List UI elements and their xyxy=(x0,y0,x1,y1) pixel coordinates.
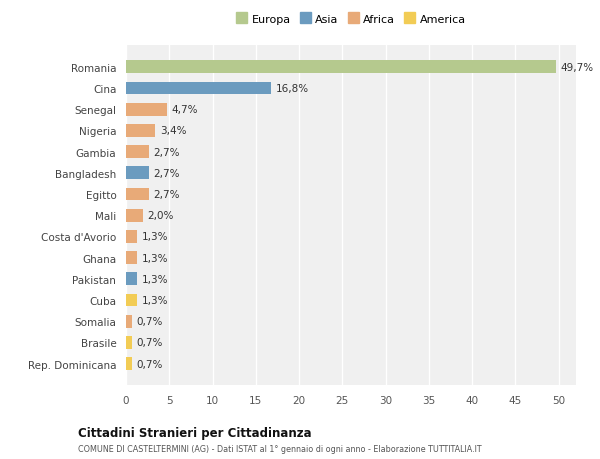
Text: 3,4%: 3,4% xyxy=(160,126,186,136)
Text: 2,7%: 2,7% xyxy=(154,147,180,157)
Bar xyxy=(126,104,167,116)
Bar xyxy=(126,62,556,74)
Bar xyxy=(126,125,155,138)
Text: 2,7%: 2,7% xyxy=(154,190,180,200)
Text: 4,7%: 4,7% xyxy=(171,105,197,115)
Text: 2,0%: 2,0% xyxy=(148,211,174,221)
Bar xyxy=(126,188,149,201)
Text: 1,3%: 1,3% xyxy=(142,274,168,284)
Bar xyxy=(126,273,137,285)
Bar xyxy=(126,294,137,307)
Text: 1,3%: 1,3% xyxy=(142,253,168,263)
Text: 0,7%: 0,7% xyxy=(136,359,163,369)
Text: 1,3%: 1,3% xyxy=(142,232,168,242)
Bar xyxy=(126,336,132,349)
Bar xyxy=(126,146,149,159)
Legend: Europa, Asia, Africa, America: Europa, Asia, Africa, America xyxy=(233,11,469,28)
Bar xyxy=(126,358,132,370)
Text: 0,7%: 0,7% xyxy=(136,317,163,326)
Bar xyxy=(126,252,137,264)
Bar xyxy=(126,83,271,95)
Text: 1,3%: 1,3% xyxy=(142,295,168,305)
Text: 0,7%: 0,7% xyxy=(136,338,163,347)
Text: 49,7%: 49,7% xyxy=(560,63,593,73)
Text: 16,8%: 16,8% xyxy=(276,84,309,94)
Text: 2,7%: 2,7% xyxy=(154,168,180,179)
Text: Cittadini Stranieri per Cittadinanza: Cittadini Stranieri per Cittadinanza xyxy=(78,426,311,439)
Bar xyxy=(126,230,137,243)
Text: COMUNE DI CASTELTERMINI (AG) - Dati ISTAT al 1° gennaio di ogni anno - Elaborazi: COMUNE DI CASTELTERMINI (AG) - Dati ISTA… xyxy=(78,444,482,453)
Bar xyxy=(126,315,132,328)
Bar xyxy=(126,167,149,180)
Bar xyxy=(126,209,143,222)
